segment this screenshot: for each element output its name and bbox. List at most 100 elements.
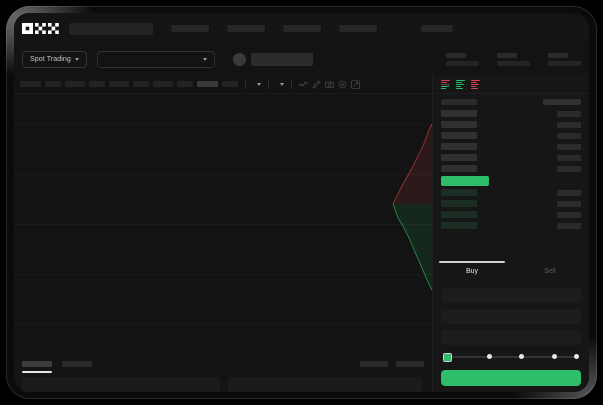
nav-link-account[interactable] — [421, 25, 453, 32]
orderbook-view-asks-icon[interactable] — [471, 79, 480, 89]
bottom-action-1[interactable] — [360, 360, 388, 367]
timeframe-chip[interactable] — [89, 81, 105, 87]
trading-mode-selector[interactable]: Spot Trading — [22, 51, 87, 68]
slider-step-25[interactable] — [486, 354, 492, 360]
order-book-row[interactable] — [441, 220, 581, 231]
order-book-row[interactable] — [441, 198, 581, 209]
nav-link-more[interactable] — [339, 25, 377, 32]
order-side-tabs: Buy Sell — [432, 261, 589, 282]
orders-card-right[interactable] — [228, 377, 422, 392]
order-form — [432, 282, 589, 392]
order-book-bids[interactable] — [433, 187, 589, 231]
pair-name-label — [250, 53, 313, 66]
order-amount-field[interactable] — [441, 309, 581, 324]
order-book-row[interactable] — [441, 187, 581, 198]
timeframe-chip[interactable] — [197, 81, 218, 87]
timeframe-chip[interactable] — [133, 81, 149, 87]
stat-24h-volume — [548, 53, 581, 66]
order-book-amount — [557, 121, 581, 128]
order-book-amount — [557, 110, 581, 117]
orderbook-view-bids-icon[interactable] — [456, 79, 465, 89]
tab-buy[interactable]: Buy — [433, 261, 511, 282]
submit-order-button[interactable] — [441, 370, 581, 386]
orderbook-view-both-icon[interactable] — [441, 79, 450, 89]
stat-label — [446, 53, 466, 58]
settings-icon[interactable] — [338, 80, 347, 89]
toolbar-divider — [268, 79, 269, 89]
toolbar-divider — [245, 79, 246, 89]
timeframe-chip[interactable] — [65, 81, 85, 87]
order-book-row[interactable] — [441, 152, 581, 163]
orders-card-left[interactable] — [22, 377, 220, 392]
timeframe-chip[interactable] — [20, 81, 41, 87]
chevron-down-icon[interactable] — [280, 82, 284, 86]
order-book-row[interactable] — [441, 141, 581, 152]
nav-link-markets[interactable] — [171, 25, 209, 32]
nav-link-trade[interactable] — [227, 25, 265, 32]
order-book-price — [441, 154, 477, 161]
order-amount-slider[interactable] — [443, 352, 579, 362]
order-book-price — [441, 211, 477, 218]
timeframe-chip[interactable] — [45, 81, 61, 87]
bottom-action-2[interactable] — [396, 360, 424, 367]
slider-step-50[interactable] — [519, 354, 525, 360]
order-book-amount — [557, 132, 581, 139]
nav-link-earn[interactable] — [283, 25, 321, 32]
top-navigation-bar — [14, 13, 589, 44]
order-book-price — [441, 200, 477, 207]
order-book-row[interactable] — [441, 209, 581, 220]
order-book-row[interactable] — [441, 119, 581, 130]
timeframe-chip[interactable] — [109, 81, 129, 87]
trading-pair-selector[interactable] — [96, 51, 215, 68]
tab-sell[interactable]: Sell — [511, 261, 589, 282]
price-chart[interactable] — [14, 94, 432, 356]
order-book-column-headers — [433, 94, 589, 108]
order-book-amount — [557, 165, 581, 172]
order-book-amount — [557, 143, 581, 150]
slider-handle[interactable] — [443, 352, 452, 362]
token-avatar — [232, 53, 246, 66]
slider-step-100[interactable] — [574, 354, 579, 360]
timeframe-chip[interactable] — [153, 81, 173, 87]
pencil-icon[interactable] — [312, 79, 321, 89]
order-book-amount — [557, 211, 581, 218]
order-book-last-price — [433, 174, 589, 187]
order-book-amount — [557, 189, 581, 196]
order-book-row[interactable] — [441, 163, 581, 174]
order-book-asks[interactable] — [433, 108, 589, 174]
order-book-price — [441, 121, 477, 128]
search-input[interactable] — [69, 22, 153, 35]
chart-background — [14, 94, 432, 356]
column-header-amount — [543, 99, 581, 105]
stat-label — [548, 53, 568, 58]
tab-order-history[interactable] — [62, 360, 92, 367]
chevron-down-icon[interactable] — [257, 82, 261, 86]
order-total-field[interactable] — [441, 330, 581, 345]
orders-panel-actions — [360, 356, 424, 371]
camera-icon[interactable] — [325, 80, 334, 89]
stat-label — [497, 53, 517, 58]
timeframe-chip[interactable] — [222, 81, 238, 87]
order-price-field[interactable] — [441, 288, 581, 303]
fullscreen-icon[interactable] — [351, 79, 360, 89]
gridline — [14, 174, 432, 175]
tab-open-orders[interactable] — [22, 360, 52, 373]
order-book-panel — [432, 75, 589, 275]
sub-navigation-bar: Spot Trading — [14, 44, 589, 75]
order-book-price — [441, 110, 477, 117]
chevron-down-icon — [74, 58, 79, 61]
okx-logo[interactable] — [22, 23, 60, 34]
order-book-price — [441, 132, 477, 139]
order-book-row[interactable] — [441, 108, 581, 119]
timeframe-chip[interactable] — [177, 81, 193, 87]
order-book-amount — [557, 154, 581, 161]
gridline — [14, 124, 432, 125]
trading-mode-label: Spot Trading — [30, 56, 71, 63]
order-book-row[interactable] — [441, 130, 581, 141]
line-chart-icon[interactable] — [299, 80, 308, 89]
slider-track — [443, 356, 579, 358]
slider-step-75[interactable] — [551, 354, 557, 360]
orders-panel-cards — [14, 371, 432, 392]
tab-buy-label: Buy — [465, 268, 479, 275]
